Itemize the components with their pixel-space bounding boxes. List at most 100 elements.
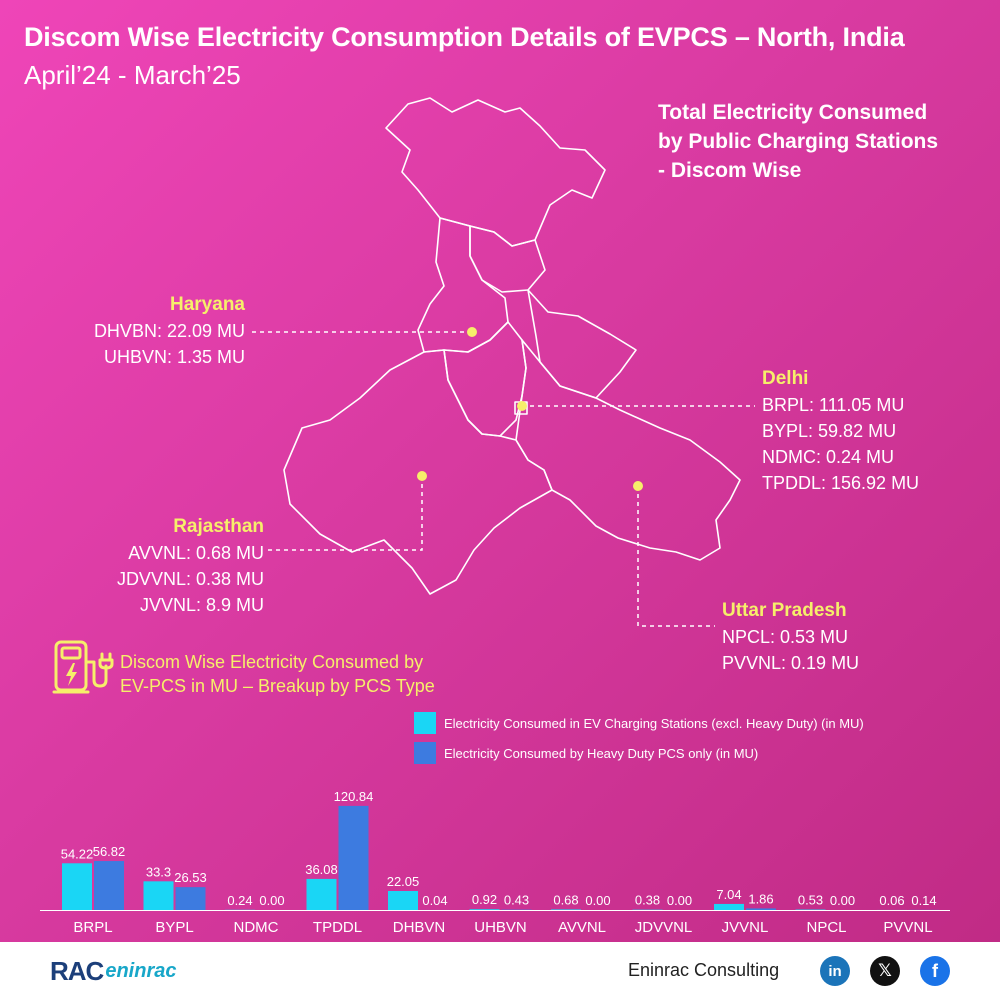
eninrac-logo: RAC eninrac [50,956,177,987]
footer: RAC eninrac Eninrac Consulting in 𝕏 f [0,942,1000,1000]
bar-value-label: 7.04 [716,887,741,902]
region-label-haryana: Haryana DHVBN: 22.09 MU UHBVN: 1.35 MU [60,292,245,370]
marker-haryana [467,327,477,337]
breakup-heading: Discom Wise Electricity Consumed by EV-P… [120,650,480,698]
legend-item-ev-stations: Electricity Consumed in EV Charging Stat… [414,712,864,734]
map-region-rajasthan [283,349,553,595]
x-tick-label: JVVNL [722,919,769,936]
marker-up [633,481,643,491]
region-label-up: Uttar Pradesh NPCL: 0.53 MU PVVNL: 0.19 … [722,598,859,676]
bar-value-label: 0.06 [879,893,904,908]
bar-ev-stations [62,863,92,910]
leader-line-up [637,486,715,627]
region-name: Haryana [170,294,245,315]
bar-value-label: 120.84 [334,789,374,804]
discom-value: DHVBN: 22.09 MU [93,321,245,341]
marker-delhi [517,401,527,411]
x-tick-label: TPDDL [313,919,362,936]
region-label-delhi: Delhi BRPL: 111.05 MU BYPL: 59.82 MU NDM… [762,366,919,496]
map-heading: Total Electricity Consumed by Public Cha… [658,98,988,185]
page-title: Discom Wise Electricity Consumption Deta… [24,22,905,52]
bar-value-label: 0.00 [667,893,692,908]
logo-sub: eninrac [105,960,177,982]
discom-value: JVVNL: 8.9 MU [139,595,264,615]
legend-swatch [414,742,436,764]
x-tick-label: BYPL [155,919,193,936]
map-region-uttarakhand [527,289,637,399]
legend-label: Electricity Consumed by Heavy Duty PCS o… [444,745,759,761]
map-region-haryana [443,321,527,437]
bar-value-label: 54.22 [61,846,94,861]
bar-heavy-duty [746,908,776,910]
discom-value: NDMC: 0.24 MU [762,447,895,467]
x-tick-label: PVVNL [883,919,932,936]
discom-value: PVVNL: 0.19 MU [722,653,860,673]
facebook-icon[interactable]: f [920,956,950,986]
bar-value-label: 0.92 [472,892,497,907]
page-subtitle: April’24 - March’25 [24,60,241,90]
breakup-heading-line: Discom Wise Electricity Consumed by [120,652,424,672]
discom-value: NPCL: 0.53 MU [722,627,849,647]
bar-heavy-duty [175,887,206,910]
bar-ev-stations [469,909,500,910]
x-tick-label: NPCL [806,919,846,936]
bar-chart: 54.22 56.82 BRPL 33.3 26.53 BYPL 0.24 0.00 NDMC 3… [40,789,950,936]
region-name: Delhi [762,368,809,389]
bar-ev-stations [714,903,744,910]
bar-ev-stations [551,909,581,910]
bar-value-label: 0.04 [422,893,447,908]
bar-ev-stations [388,891,418,910]
x-tick-label: AVVNL [558,919,606,936]
map-region-himachal [469,225,546,293]
bar-ev-stations [143,881,174,910]
bar-value-label: 33.3 [146,864,171,879]
bar-value-label: 0.00 [259,893,284,908]
map-heading-line: - Discom Wise [658,159,802,182]
breakup-heading-line: EV-PCS in MU – Breakup by PCS Type [120,676,435,696]
legend-item-heavy-duty: Electricity Consumed by Heavy Duty PCS o… [414,742,758,764]
map-heading-line: by Public Charging Stations [658,130,939,153]
x-tick-label: NDMC [234,919,279,936]
ev-charging-station-icon [52,640,114,694]
region-name: Uttar Pradesh [722,600,847,621]
map-region-up [515,339,741,561]
discom-value: JDVVNL: 0.38 MU [116,569,264,589]
legend-swatch [414,712,436,734]
map-region-jk [385,97,606,247]
x-tick-label: JDVVNL [635,919,693,936]
bar-value-label: 0.68 [553,892,578,907]
discom-value: BYPL: 59.82 MU [762,421,897,441]
discom-value: AVVNL: 0.68 MU [128,543,264,563]
bar-value-label: 0.00 [830,893,855,908]
bar-value-label: 0.24 [227,893,252,908]
bar-value-label: 0.14 [911,893,936,908]
bar-heavy-duty [338,805,369,910]
x-tick-label: BRPL [73,919,112,936]
bar-heavy-duty [94,861,124,910]
bar-value-label: 0.53 [798,893,823,908]
bar-ev-stations [306,878,337,910]
north-india-map [268,97,741,627]
discom-value: UHBVN: 1.35 MU [103,347,245,367]
region-label-rajasthan: Rajasthan AVVNL: 0.68 MU JDVVNL: 0.38 MU… [70,514,264,618]
bar-value-label: 0.00 [585,893,610,908]
bar-value-label: 1.86 [748,891,773,906]
discom-value: TPDDL: 156.92 MU [762,473,920,493]
marker-rajasthan [417,471,427,481]
bar-value-label: 0.38 [635,893,660,908]
x-tick-label: DHBVN [393,919,446,936]
map-markers [417,327,643,491]
linkedin-icon[interactable]: in [820,956,850,986]
x-icon[interactable]: 𝕏 [870,956,900,986]
bar-value-label: 0.43 [504,893,529,908]
legend-label: Electricity Consumed in EV Charging Stat… [444,715,864,731]
bar-value-label: 26.53 [174,870,207,885]
bar-value-label: 56.82 [93,844,126,859]
logo-main: RAC [50,956,104,986]
bar-value-label: 36.08 [305,862,338,877]
region-name: Rajasthan [173,516,264,537]
discom-value: BRPL: 111.05 MU [762,395,905,415]
company-name: Eninrac Consulting [628,960,780,980]
bar-value-label: 22.05 [387,874,420,889]
leader-line-rajasthan [268,476,423,551]
